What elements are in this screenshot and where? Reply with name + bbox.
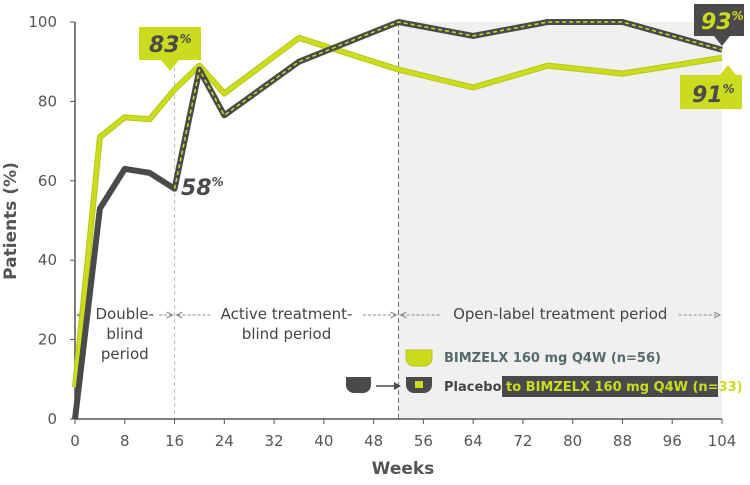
x-tick-label: 72 xyxy=(513,432,532,450)
x-tick-label: 104 xyxy=(708,432,737,450)
x-tick-label: 16 xyxy=(165,432,184,450)
y-axis-title: Patients (%) xyxy=(1,162,21,280)
legend-swatch-bimzelx xyxy=(405,349,433,367)
legend-switch-label-bg xyxy=(502,376,718,397)
legend: BIMZELX 160 mg Q4W (n=56) Placebo to BIM… xyxy=(346,349,743,397)
x-tick-label: 32 xyxy=(265,432,284,450)
legend-item-bimzelx: BIMZELX 160 mg Q4W (n=56) xyxy=(405,349,661,367)
open-label-shaded-region xyxy=(398,22,722,419)
x-tick-label: 96 xyxy=(663,432,682,450)
x-tick-label: 48 xyxy=(364,432,383,450)
y-tick-label: 20 xyxy=(38,331,57,349)
x-tick-label: 64 xyxy=(464,432,483,450)
x-tick-label: 24 xyxy=(215,432,234,450)
legend-swatch-placebo xyxy=(346,377,371,393)
legend-label-bimzelx: BIMZELX 160 mg Q4W (n=56) xyxy=(444,351,661,366)
legend-swatch-switch-inner xyxy=(415,381,423,388)
y-tick-label: 80 xyxy=(38,92,57,110)
legend-label-switch: to BIMZELX 160 mg Q4W (n=33) xyxy=(506,380,743,395)
x-tick-label: 88 xyxy=(613,432,632,450)
period-arrowhead-right xyxy=(390,311,398,319)
series-line-placebo xyxy=(72,19,723,420)
period-layer: Double-blind period Active treatment-blind… xyxy=(75,305,722,363)
period-arrowhead-right xyxy=(166,311,174,319)
period-label: Active treatment-blind period xyxy=(221,305,353,343)
x-tick-label: 40 xyxy=(314,432,333,450)
period-arrowhead-right xyxy=(713,311,722,319)
period-arrowhead-left xyxy=(399,311,407,319)
x-tick-label: 8 xyxy=(120,432,130,450)
callout-93-box xyxy=(694,4,744,46)
legend-item-placebo: Placebo to BIMZELX 160 mg Q4W (n=33) xyxy=(346,376,743,397)
period-label: Double-blind period xyxy=(95,305,154,363)
callout-layer: 83%58%93%91% xyxy=(139,4,744,201)
legend-label-placebo: Placebo xyxy=(444,380,502,395)
x-tick-label: 0 xyxy=(70,432,80,450)
series-layer xyxy=(72,19,723,420)
x-axis-title: Weeks xyxy=(372,459,435,479)
callout-value: 58% xyxy=(181,175,224,201)
series-line-placebo-switch xyxy=(173,21,723,189)
tick-layer: 0 8 16 24 32 40 48 56 64 72 80 88 96 104 0 20 40 60 80 100 xyxy=(28,13,736,450)
y-tick-label: 60 xyxy=(38,172,57,190)
legend-arrow-head xyxy=(394,382,401,390)
period-arrowhead-left xyxy=(175,311,183,319)
y-tick-label: 40 xyxy=(38,251,57,269)
y-tick-label: 0 xyxy=(47,410,57,428)
series-line-bimzelx xyxy=(73,35,723,388)
period-label: Open-label treatment period xyxy=(453,305,667,323)
x-tick-label: 80 xyxy=(563,432,582,450)
x-tick-label: 56 xyxy=(414,432,433,450)
callout-91-box xyxy=(680,65,742,109)
callout-83-box xyxy=(139,27,201,71)
grid-layer xyxy=(174,22,399,419)
y-tick-label: 100 xyxy=(28,13,57,31)
